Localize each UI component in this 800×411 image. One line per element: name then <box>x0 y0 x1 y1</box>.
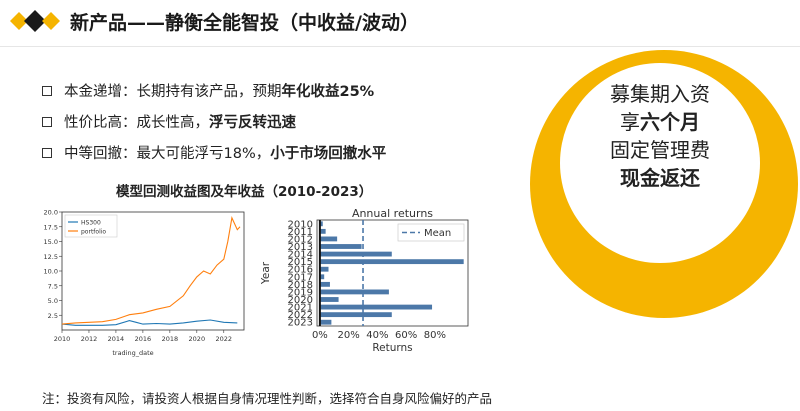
bar <box>319 228 326 234</box>
y-tick-label: 20.0 <box>44 209 58 217</box>
y-tick-label: 2011 <box>288 227 313 238</box>
promo-line-2-bold: 六个月 <box>640 110 700 134</box>
x-tick-label: 2014 <box>108 335 125 343</box>
bar <box>319 304 433 310</box>
annual-returns-bar-chart: Annual returns20102011201220132014201520… <box>260 208 469 354</box>
y-tick-label: 2019 <box>288 287 313 298</box>
page-title: 新产品——静衡全能智投（中收益/波动） <box>70 12 419 34</box>
chart-section-title: 模型回测收益图及年收益（2010-2023） <box>116 184 373 200</box>
y-tick-label: 2020 <box>288 295 313 306</box>
y-tick-label: 2021 <box>288 303 313 314</box>
logo-diamonds-icon <box>10 10 60 32</box>
y-tick-label: 12.5 <box>44 253 58 261</box>
x-tick-label: 2010 <box>54 335 71 343</box>
bar <box>319 221 323 227</box>
y-tick-label: 15.0 <box>44 238 58 246</box>
feature-text: 成长性高， <box>136 115 210 131</box>
legend-label: portfolio <box>81 228 106 235</box>
x-tick-label: 2018 <box>162 335 179 343</box>
x-tick-label: 60% <box>395 330 417 341</box>
x-tick-label: 20% <box>338 330 360 341</box>
y-tick-label: 2010 <box>288 219 313 230</box>
bar <box>319 266 329 272</box>
legend-label: HS300 <box>81 219 101 226</box>
y-tick-label: 17.5 <box>44 223 58 231</box>
x-tick-label: 2022 <box>216 335 233 343</box>
bar <box>319 319 332 325</box>
legend-label: Mean <box>424 228 451 239</box>
y-tick-label: 2015 <box>288 257 313 268</box>
feature-item: 性价比高： 成长性高， 浮亏反转迅速 <box>42 111 386 132</box>
checkbox-square-icon <box>42 85 52 96</box>
y-tick-label: 5.0 <box>48 297 58 305</box>
promo-line-1: 募集期入资 <box>610 82 710 106</box>
y-tick-label: 2022 <box>288 310 313 321</box>
x-tick-label: 0% <box>312 330 328 341</box>
y-tick-label: 2016 <box>288 265 313 276</box>
x-axis-label: Returns <box>372 342 412 354</box>
backtest-line-chart: 2.5 5.0 7.5 10.0 12.5 15.0 17.5 20.0 2010 2012 201… <box>44 209 245 357</box>
bar <box>319 297 339 302</box>
feature-item: 中等回撤： 最大可能浮亏18%， 小于市场回撤水平 <box>42 142 386 163</box>
y-tick-label: 2018 <box>288 280 313 291</box>
x-tick-label: 2012 <box>81 335 98 343</box>
checkbox-square-icon <box>42 116 52 127</box>
bar <box>319 289 389 295</box>
title-divider <box>0 46 800 47</box>
bar <box>319 259 464 265</box>
x-tick-label: 2020 <box>189 335 206 343</box>
y-axis-label: Year <box>260 261 272 285</box>
risk-disclaimer: 注：投资有风险，请投资人根据自身情况理性判断，选择符合自身风险偏好的产品 <box>42 391 493 406</box>
bar <box>319 312 392 318</box>
checkbox-square-icon <box>42 147 52 158</box>
chart-title: Annual returns <box>352 208 433 220</box>
x-tick-label: 2016 <box>135 335 152 343</box>
bar <box>319 281 330 287</box>
promo-line-2: 享六个月 <box>560 108 760 136</box>
feature-label: 中等回撤： <box>64 146 137 162</box>
y-tick-label: 2017 <box>288 272 313 283</box>
feature-text: 最大可能浮亏18%， <box>136 146 271 162</box>
y-tick-label: 2014 <box>288 250 313 261</box>
y-tick-label: 10.0 <box>44 268 58 276</box>
feature-text: 长期持有该产品，预期 <box>136 84 282 100</box>
promo-line-4: 现金返还 <box>620 166 700 190</box>
feature-highlight: 浮亏反转迅速 <box>209 115 296 131</box>
bar <box>319 274 325 280</box>
y-tick-label: 2012 <box>288 234 313 245</box>
bar <box>319 251 392 257</box>
bar <box>319 244 362 249</box>
y-tick-label: 2.5 <box>48 312 58 320</box>
x-tick-label: 80% <box>424 330 446 341</box>
y-tick-label: 2013 <box>288 242 313 253</box>
y-tick-label: 2023 <box>288 318 313 329</box>
y-tick-label: 7.5 <box>48 282 58 290</box>
x-axis-label: trading_date <box>112 349 153 357</box>
feature-highlight: 年化收益25% <box>281 84 375 100</box>
promo-text: 募集期入资 享六个月 固定管理费 现金返还 <box>560 80 760 192</box>
series-line-hs300 <box>61 319 238 326</box>
x-tick-label: 40% <box>366 330 388 341</box>
feature-item: 本金递增： 长期持有该产品，预期 年化收益25% <box>42 80 386 101</box>
legend-box <box>397 223 465 242</box>
bar <box>319 236 338 242</box>
feature-highlight: 小于市场回撤水平 <box>270 146 387 162</box>
promo-line-2-prefix: 享 <box>620 110 640 134</box>
promo-circle-inner <box>560 63 760 263</box>
series-line-portfolio <box>61 216 241 325</box>
feature-label: 本金递增： <box>64 84 137 100</box>
feature-list: 本金递增： 长期持有该产品，预期 年化收益25% 性价比高： 成长性高， 浮亏反… <box>42 80 386 173</box>
promo-line-3: 固定管理费 <box>610 138 710 162</box>
feature-label: 性价比高： <box>64 115 137 131</box>
